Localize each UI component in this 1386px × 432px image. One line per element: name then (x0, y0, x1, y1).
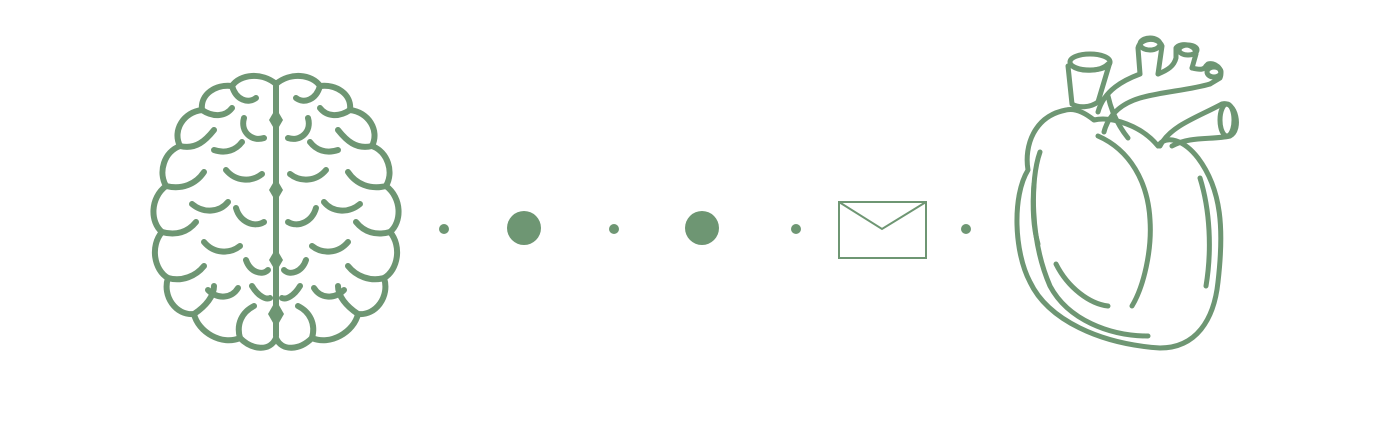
connector-dot-large (507, 211, 541, 245)
connector-dot-small (439, 224, 449, 234)
dotted-connector (439, 201, 971, 259)
connector-dot-large (685, 211, 719, 245)
connector-dot-small (961, 224, 971, 234)
connector-dot-small (609, 224, 619, 234)
envelope-icon (838, 201, 927, 259)
brain-icon (150, 73, 402, 351)
heart-icon (1014, 35, 1239, 351)
connector-dot-small (791, 224, 801, 234)
